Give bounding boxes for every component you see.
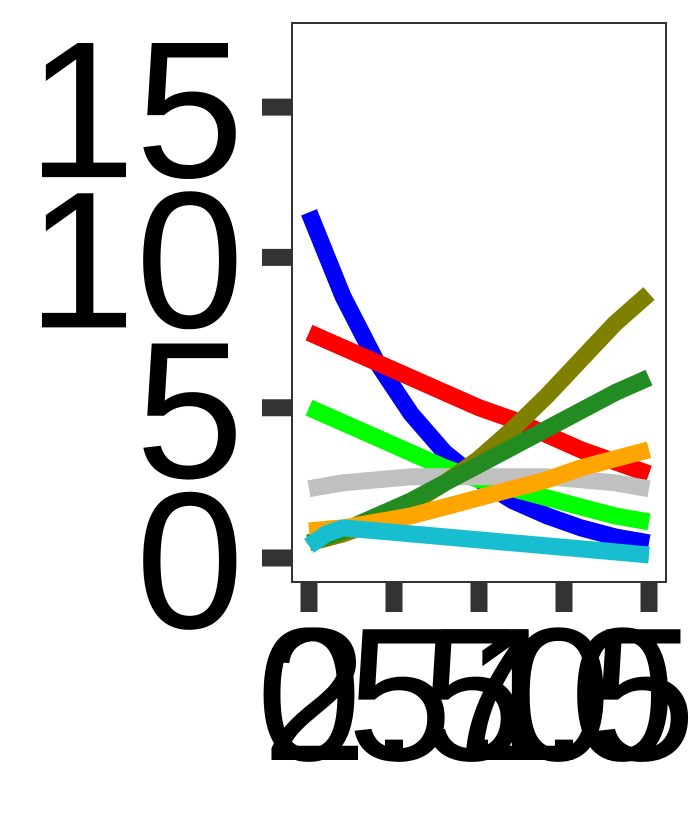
y-tick-label: 5 xyxy=(136,302,244,520)
x-tick-label: 2.5 xyxy=(262,589,526,801)
y-tick-label: 15 xyxy=(27,1,244,219)
x-tick-label: 0 xyxy=(256,589,362,801)
y-tick-label: 10 xyxy=(27,151,244,369)
x-axis-ticks: 02.55.07.510.0 xyxy=(256,582,690,801)
series-line-8 xyxy=(304,519,650,564)
series-line-2 xyxy=(305,324,652,482)
y-tick-label: 0 xyxy=(136,452,244,670)
x-tick-label: 7.5 xyxy=(432,589,690,801)
x-tick-label: 10.0 xyxy=(464,589,690,801)
series-layer xyxy=(301,209,655,564)
series-line-4 xyxy=(307,468,651,498)
x-tick-label: 5.0 xyxy=(347,589,611,801)
